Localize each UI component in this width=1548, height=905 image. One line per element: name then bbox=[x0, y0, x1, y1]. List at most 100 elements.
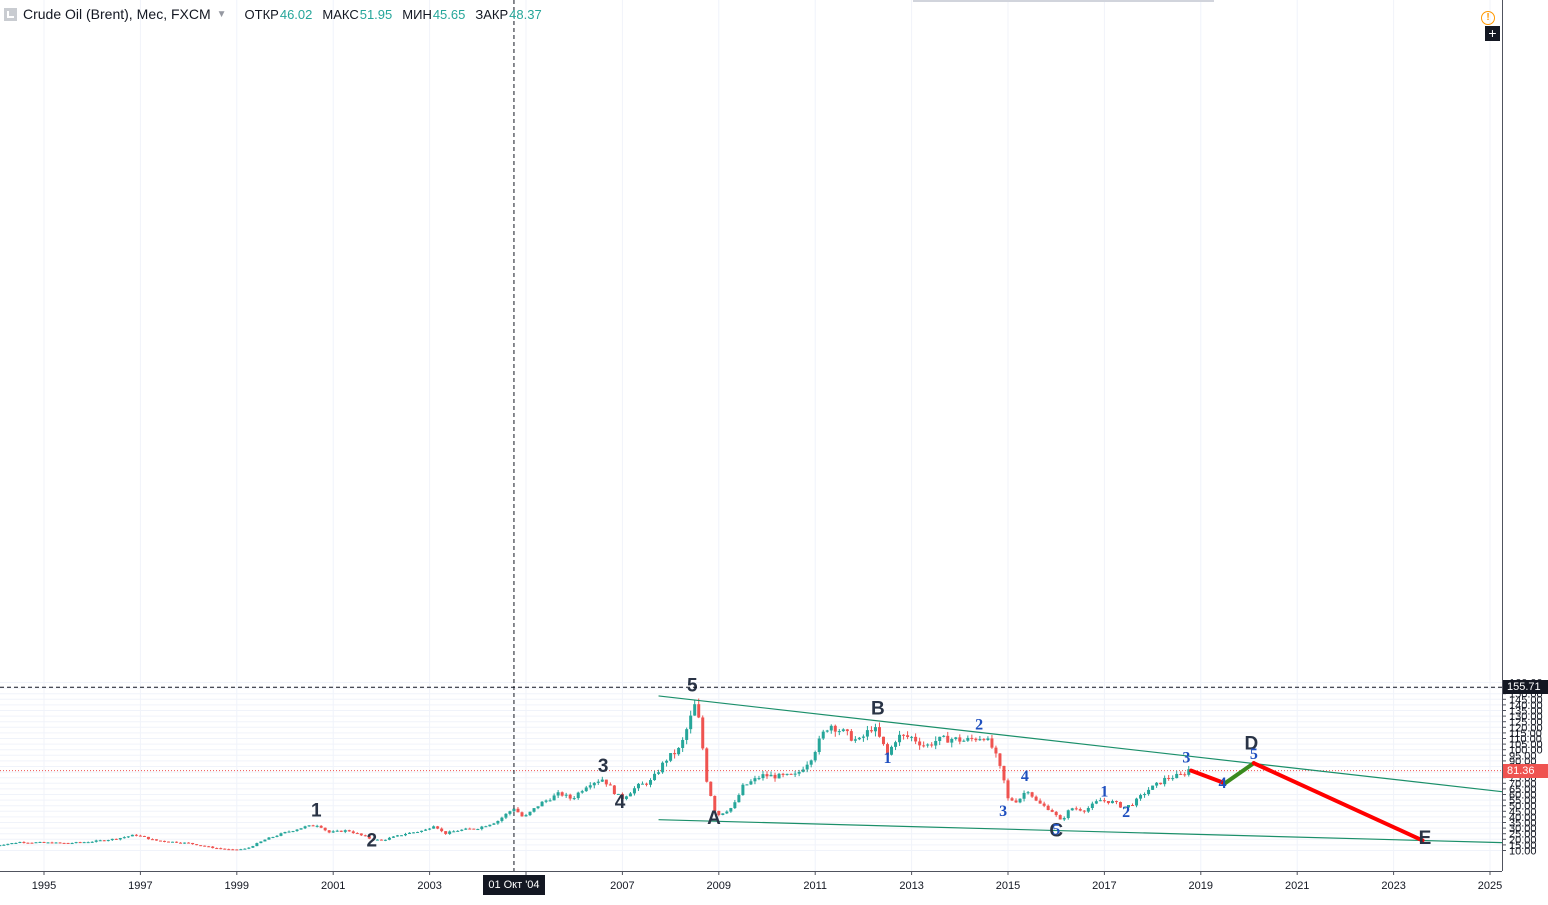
candle-body bbox=[1171, 778, 1175, 780]
candle-body bbox=[970, 737, 974, 739]
candle-body bbox=[303, 826, 307, 829]
wave-label: 5 bbox=[687, 675, 698, 696]
trendline[interactable] bbox=[658, 819, 1503, 844]
candle-body bbox=[444, 831, 448, 834]
chevron-down-icon[interactable]: ▼ bbox=[216, 8, 227, 20]
candle-body bbox=[821, 731, 825, 739]
candle-body bbox=[18, 842, 22, 844]
y-tick-label: 120.00 bbox=[1509, 722, 1543, 734]
candle-body bbox=[990, 738, 994, 748]
candle-body bbox=[1098, 800, 1102, 802]
grid bbox=[0, 0, 1502, 871]
candle-body bbox=[440, 828, 444, 832]
x-tick-label: 1997 bbox=[128, 880, 152, 892]
candle-body bbox=[484, 826, 488, 828]
y-tick-label: 130.00 bbox=[1509, 711, 1543, 723]
x-tick-label: 2011 bbox=[803, 880, 827, 892]
candle-body bbox=[608, 784, 612, 786]
candle-body bbox=[645, 783, 648, 785]
candle-body bbox=[154, 839, 158, 841]
candle-body bbox=[1175, 773, 1179, 779]
y-tick-label: 55.00 bbox=[1509, 795, 1537, 807]
open-label: ОТКР bbox=[244, 6, 279, 22]
candle-body bbox=[263, 839, 267, 842]
time-axis[interactable]: 1995199719992001200320052007200920112013… bbox=[0, 871, 1502, 892]
y-tick-label: 35.00 bbox=[1509, 818, 1537, 830]
candle-body bbox=[1046, 805, 1050, 811]
projection-path[interactable] bbox=[1189, 761, 1425, 843]
projection-segment[interactable] bbox=[1189, 768, 1227, 786]
candle-body bbox=[54, 842, 58, 844]
candle-body bbox=[785, 773, 789, 775]
candle-body bbox=[536, 806, 540, 809]
candle-body bbox=[733, 802, 737, 809]
candle-body bbox=[982, 739, 986, 741]
candle-body bbox=[801, 769, 805, 772]
candle-body bbox=[114, 838, 118, 840]
candle-body bbox=[496, 820, 500, 824]
candle-body bbox=[58, 842, 62, 844]
candle-body bbox=[179, 842, 183, 844]
price-axis[interactable]: 10.0015.0020.0025.0030.0035.0040.0045.00… bbox=[1502, 0, 1543, 871]
candle-body bbox=[1131, 805, 1135, 807]
x-tick-label: 2019 bbox=[1189, 880, 1213, 892]
candle-body bbox=[134, 834, 138, 836]
trendlines[interactable] bbox=[658, 695, 1503, 844]
x-tick-label: 2023 bbox=[1381, 880, 1405, 892]
alert-icon[interactable]: ! bbox=[1481, 11, 1495, 25]
candle-body bbox=[560, 792, 564, 796]
candle-body bbox=[665, 760, 669, 763]
candle-body bbox=[829, 725, 833, 731]
projection-segment[interactable] bbox=[1222, 761, 1256, 786]
wave-label: E bbox=[1419, 828, 1432, 849]
candle-body bbox=[624, 796, 628, 799]
candle-body bbox=[456, 830, 460, 832]
trendline[interactable] bbox=[658, 695, 1503, 793]
projection-segment[interactable] bbox=[1251, 761, 1425, 843]
candle-body bbox=[769, 774, 773, 777]
candle-body bbox=[464, 828, 468, 830]
candle-body bbox=[448, 831, 452, 834]
candle-body bbox=[50, 842, 54, 844]
candle-body bbox=[540, 801, 544, 807]
candle-body bbox=[926, 744, 930, 746]
candle-body bbox=[126, 836, 130, 838]
candle-body bbox=[468, 828, 472, 830]
candle-body bbox=[295, 829, 299, 832]
symbol-title[interactable]: Crude Oil (Brent), Мес, FXCM bbox=[23, 6, 211, 22]
candle-body bbox=[978, 739, 982, 741]
candle-body bbox=[938, 736, 942, 741]
candle-body bbox=[86, 842, 90, 844]
candle-body bbox=[130, 834, 134, 837]
candle-body bbox=[231, 849, 235, 851]
candle-body bbox=[432, 826, 436, 829]
collapse-icon[interactable] bbox=[4, 7, 17, 21]
plus-icon[interactable]: + bbox=[1485, 26, 1500, 41]
wave-label: 2 bbox=[975, 717, 983, 734]
candle-body bbox=[383, 839, 387, 841]
low-label: МИН bbox=[402, 6, 432, 22]
wave-label: 4 bbox=[615, 792, 626, 813]
candle-body bbox=[391, 836, 395, 838]
candle-body bbox=[492, 823, 496, 825]
candle-body bbox=[1147, 789, 1151, 795]
wave-label: 4 bbox=[1021, 768, 1029, 785]
candle-body bbox=[576, 792, 580, 799]
candle-body bbox=[78, 842, 82, 844]
candle-body bbox=[219, 848, 223, 850]
candle-body bbox=[942, 735, 946, 737]
candle-body bbox=[187, 842, 191, 844]
wave-label: D bbox=[1245, 734, 1259, 755]
candle-body bbox=[247, 847, 251, 849]
y-tick-label: 30.00 bbox=[1509, 823, 1537, 835]
candle-body bbox=[158, 840, 162, 842]
y-tick-label: 50.00 bbox=[1509, 801, 1537, 813]
y-tick-label: 70.00 bbox=[1509, 778, 1537, 790]
crosshair-price-label: 155.71 bbox=[1503, 680, 1548, 695]
symbol-legend[interactable]: Crude Oil (Brent), Мес, FXCM ▼ ОТКР 46.02… bbox=[4, 6, 552, 22]
candle-body bbox=[215, 848, 219, 850]
candle-body bbox=[817, 738, 821, 753]
